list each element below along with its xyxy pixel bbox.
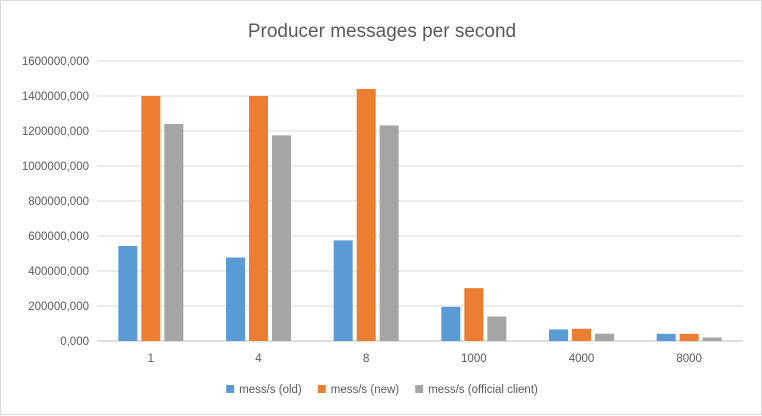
- legend-label: mess/s (new): [331, 384, 400, 396]
- x-tick-label: 1: [148, 353, 154, 365]
- bar: [572, 328, 591, 341]
- y-tick-label: 0,000: [60, 336, 89, 348]
- bars: [118, 89, 722, 342]
- bar: [487, 316, 507, 341]
- bar: [656, 333, 676, 341]
- bar: [549, 329, 568, 341]
- bar: [249, 96, 268, 341]
- bar: [333, 240, 353, 341]
- bar: [118, 245, 138, 341]
- legend-swatch: [226, 385, 235, 393]
- legend-swatch: [317, 385, 326, 393]
- y-tick-label: 600000,000: [28, 231, 89, 243]
- legend-label: mess/s (official client): [428, 384, 538, 396]
- legend: mess/s (old) mess/s (new) mess/s (official…: [226, 384, 538, 396]
- bar: [595, 333, 614, 341]
- x-tick-label: 1000: [461, 353, 487, 365]
- y-tick-label: 800000,000: [28, 196, 89, 208]
- bar: [702, 337, 722, 341]
- bar: [464, 288, 484, 341]
- bar: [379, 125, 399, 342]
- chart-title: Producer messages per second: [248, 21, 516, 42]
- y-tick-label: 200000,000: [28, 301, 89, 313]
- x-tick-label: 8: [363, 353, 369, 365]
- legend-label: mess/s (old): [239, 384, 302, 396]
- gridlines: [97, 60, 743, 342]
- bar: [272, 135, 291, 341]
- bar: [226, 257, 245, 341]
- bar: [164, 124, 184, 341]
- y-tick-label: 400000,000: [28, 266, 89, 278]
- bar: [356, 89, 376, 341]
- bar: [679, 333, 699, 341]
- legend-swatch: [415, 385, 424, 393]
- x-tick-label: 4000: [569, 353, 595, 365]
- y-tick-label: 1000000,000: [22, 161, 89, 173]
- x-tick-label: 4: [255, 353, 262, 365]
- y-tick-label: 1200000,000: [22, 126, 89, 138]
- y-tick-label: 1400000,000: [22, 91, 89, 103]
- bar: [441, 306, 461, 341]
- y-axis: 0,000 200000,000 400000,000 600000,000 80000…: [22, 56, 89, 348]
- x-tick-label: 8000: [676, 353, 702, 365]
- x-axis: 1 4 8 1000 4000 8000: [148, 353, 702, 365]
- y-tick-label: 1600000,000: [22, 56, 89, 68]
- bar: [141, 96, 161, 341]
